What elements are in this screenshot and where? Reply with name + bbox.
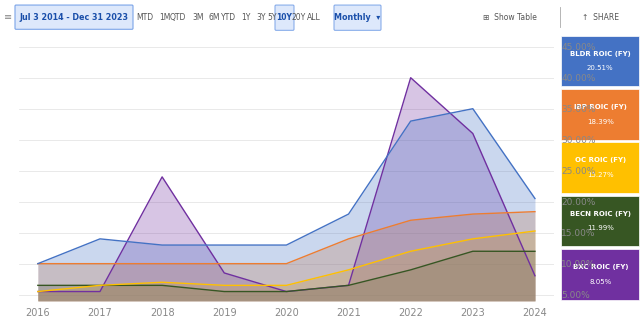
Text: ≡: ≡	[4, 12, 12, 22]
FancyBboxPatch shape	[561, 36, 639, 86]
Text: 1Y: 1Y	[241, 13, 251, 22]
Text: ALL: ALL	[307, 13, 321, 22]
Text: Jul 3 2014 - Dec 31 2023: Jul 3 2014 - Dec 31 2023	[19, 13, 129, 22]
Text: ⊞  Show Table: ⊞ Show Table	[483, 13, 537, 22]
Text: Monthly  ▾: Monthly ▾	[334, 13, 380, 22]
Text: OC ROIC (FY): OC ROIC (FY)	[575, 157, 626, 163]
Text: 20Y: 20Y	[292, 13, 306, 22]
Text: IBP ROIC (FY): IBP ROIC (FY)	[574, 104, 627, 110]
Text: 1M: 1M	[159, 13, 171, 22]
FancyBboxPatch shape	[275, 5, 294, 30]
Text: 3M: 3M	[192, 13, 204, 22]
Text: 8.05%: 8.05%	[589, 279, 611, 284]
Text: 15.27%: 15.27%	[587, 172, 614, 178]
Text: YTD: YTD	[221, 13, 237, 22]
FancyBboxPatch shape	[561, 196, 639, 246]
FancyBboxPatch shape	[561, 142, 639, 193]
FancyBboxPatch shape	[561, 89, 639, 140]
Text: 6M: 6M	[208, 13, 220, 22]
Text: 20.51%: 20.51%	[587, 65, 614, 71]
Text: 11.99%: 11.99%	[587, 225, 614, 231]
Text: 5Y: 5Y	[268, 13, 276, 22]
Text: QTD: QTD	[170, 13, 186, 22]
Text: BLDR ROIC (FY): BLDR ROIC (FY)	[570, 51, 630, 57]
FancyBboxPatch shape	[15, 5, 133, 29]
FancyBboxPatch shape	[334, 5, 381, 30]
Text: 18.39%: 18.39%	[587, 119, 614, 125]
Text: MTD: MTD	[136, 13, 154, 22]
Text: BXC ROIC (FY): BXC ROIC (FY)	[573, 264, 628, 270]
Text: ↑  SHARE: ↑ SHARE	[582, 13, 618, 22]
Text: 10Y: 10Y	[276, 13, 292, 22]
Text: 3Y: 3Y	[256, 13, 266, 22]
FancyBboxPatch shape	[561, 249, 639, 300]
Text: BECN ROIC (FY): BECN ROIC (FY)	[570, 211, 631, 216]
